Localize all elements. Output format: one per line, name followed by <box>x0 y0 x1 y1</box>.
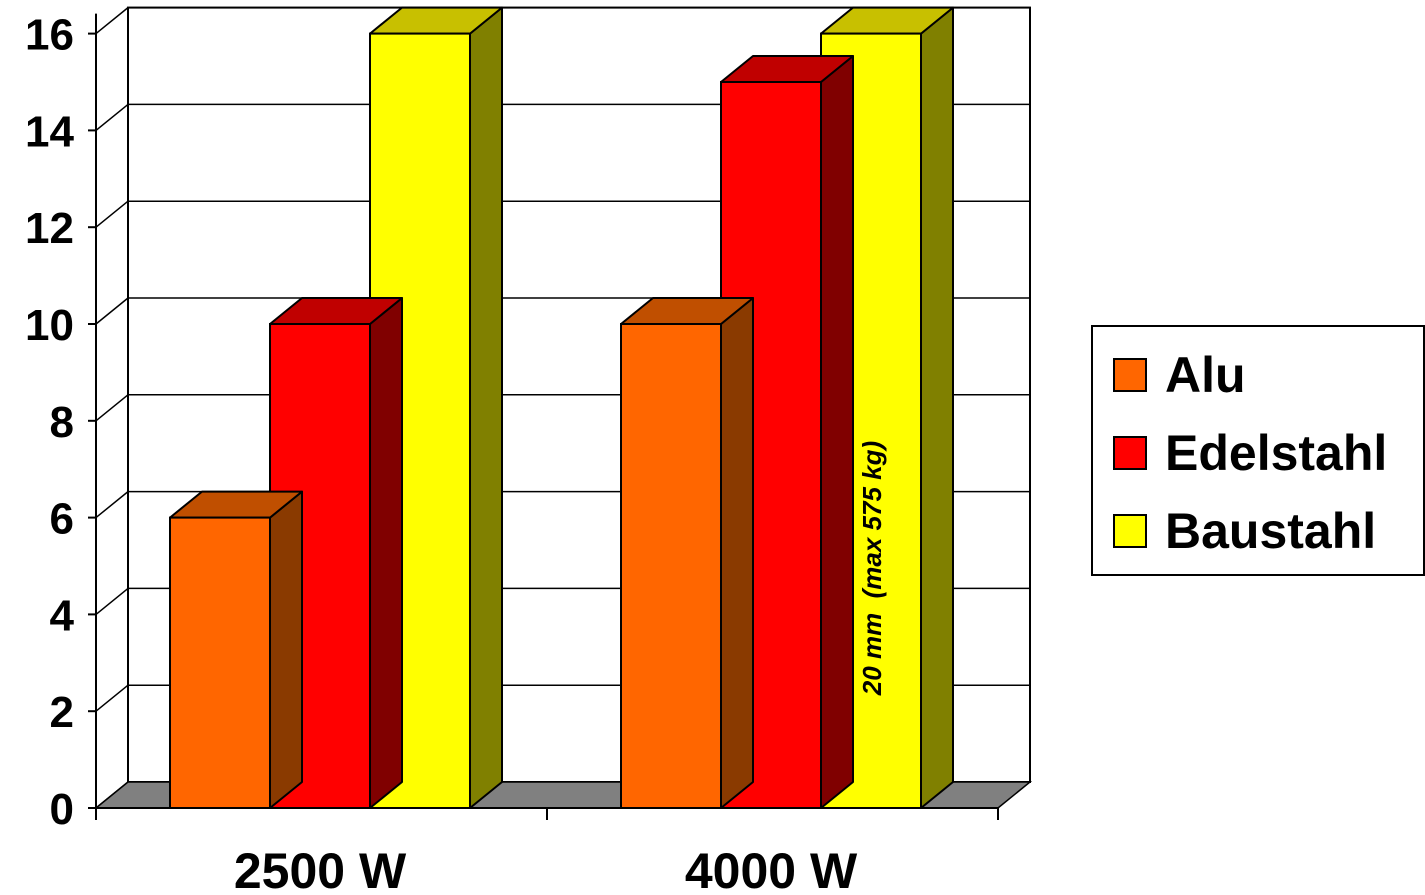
y-tick-label: 8 <box>50 398 74 447</box>
legend: Alu Edelstahl Baustahl <box>1091 325 1425 576</box>
gridline-depth <box>95 200 129 228</box>
bar-alu-4000w <box>620 297 754 809</box>
gridline-depth <box>95 491 129 519</box>
y-tick-label: 4 <box>50 591 75 640</box>
y-tick-label: 0 <box>50 785 74 834</box>
bars <box>169 6 954 810</box>
gridline-depth <box>95 587 129 615</box>
bar-side <box>920 6 954 809</box>
gridline-depth <box>95 297 129 325</box>
bar-side <box>269 490 303 809</box>
legend-item-edelstahl: Edelstahl <box>1113 423 1387 483</box>
bar-chart: 0 2 4 6 8 10 12 14 16 2500 W 4000 W 20 mm (max 57… <box>25 6 1033 895</box>
legend-item-baustahl: Baustahl <box>1113 501 1376 561</box>
x-tick-label: 4000 W <box>685 843 858 895</box>
gridline-depth <box>95 684 129 712</box>
y-tick-label: 14 <box>25 107 74 156</box>
legend-swatch-edelstahl <box>1113 436 1147 470</box>
legend-item-alu: Alu <box>1113 345 1246 405</box>
bar-side <box>469 6 503 809</box>
y-tick-label: 6 <box>50 495 74 544</box>
legend-swatch-alu <box>1113 358 1147 392</box>
bar-alu-2500w <box>169 490 303 809</box>
bar-front <box>620 323 722 809</box>
legend-label-baustahl: Baustahl <box>1165 503 1377 559</box>
bar-side <box>720 297 754 809</box>
bar-baustahl-2500w <box>369 6 503 810</box>
legend-label-alu: Alu <box>1165 347 1246 403</box>
y-tick-labels: 0 2 4 6 8 10 12 14 16 <box>25 11 74 834</box>
y-tick-label: 10 <box>25 301 74 350</box>
legend-label-edelstahl: Edelstahl <box>1165 425 1388 481</box>
bar-side <box>369 297 403 809</box>
legend-swatch-baustahl <box>1113 514 1147 548</box>
y-tick-label: 2 <box>50 688 74 737</box>
bar-front <box>169 516 271 809</box>
bar-annotation: 20 mm (max 575 kg) <box>857 441 887 696</box>
gridline-depth <box>95 7 129 35</box>
bar-side <box>820 55 854 809</box>
x-tick-label: 2500 W <box>234 843 407 895</box>
x-tick-labels: 2500 W 4000 W <box>234 843 858 895</box>
gridline-depth <box>95 103 129 131</box>
y-tick-label: 16 <box>25 11 74 60</box>
gridline-depth <box>95 394 129 422</box>
y-tick-label: 12 <box>25 204 74 253</box>
